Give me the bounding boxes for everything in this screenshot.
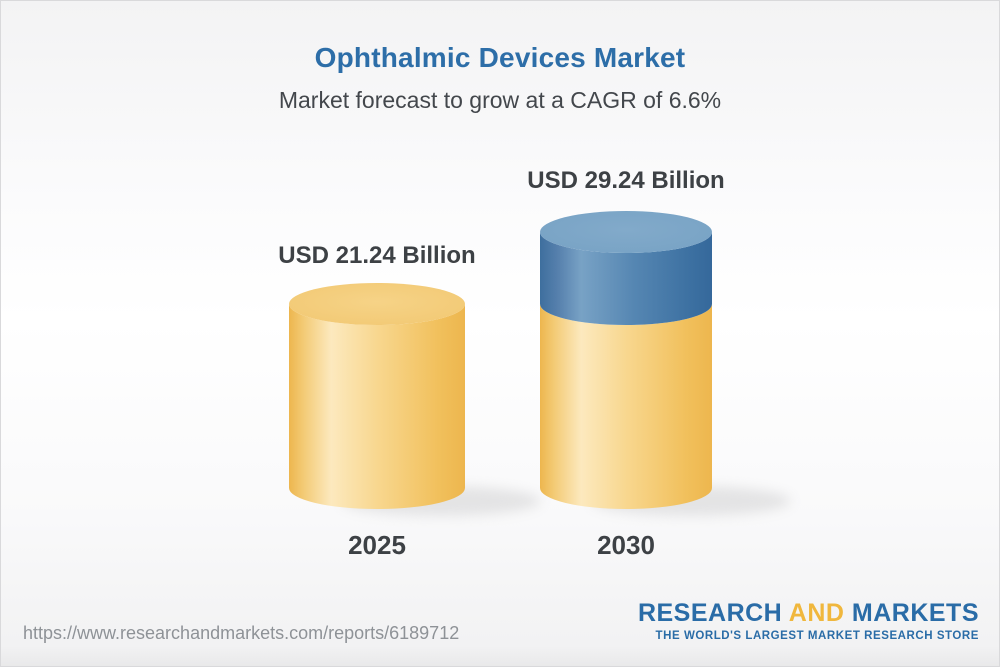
chart-title: Ophthalmic Devices Market <box>314 42 686 73</box>
category-label-2030: 2030 <box>597 530 655 560</box>
bar-2030-base-segment <box>540 304 712 509</box>
bar-2030-top-face <box>540 211 712 253</box>
value-label-2030: USD 29.24 Billion <box>527 167 725 194</box>
bar-2030-growth-segment <box>540 232 712 325</box>
bar-2025-top-face <box>289 283 465 325</box>
bar-2030 <box>540 211 712 509</box>
logo-word-research: RESEARCH <box>637 599 783 627</box>
chart-subtitle: Market forecast to grow at a CAGR of 6.6… <box>278 87 722 113</box>
report-url: https://www.researchandmarkets.com/repor… <box>23 623 460 643</box>
logo-tagline: THE WORLD'S LARGEST MARKET RESEARCH STOR… <box>655 630 979 642</box>
logo-wordmark: RESEARCH AND MARKETS <box>638 601 979 626</box>
category-label-2025: 2025 <box>348 530 406 560</box>
bar-2025 <box>289 283 465 509</box>
logo-word-markets: MARKETS <box>851 599 979 627</box>
value-label-2025: USD 21.24 Billion <box>278 242 476 269</box>
research-and-markets-logo: RESEARCH AND MARKETS THE WORLD'S LARGEST… <box>638 601 979 643</box>
bar-2025-body <box>289 304 465 509</box>
logo-word-and: AND <box>788 599 845 627</box>
